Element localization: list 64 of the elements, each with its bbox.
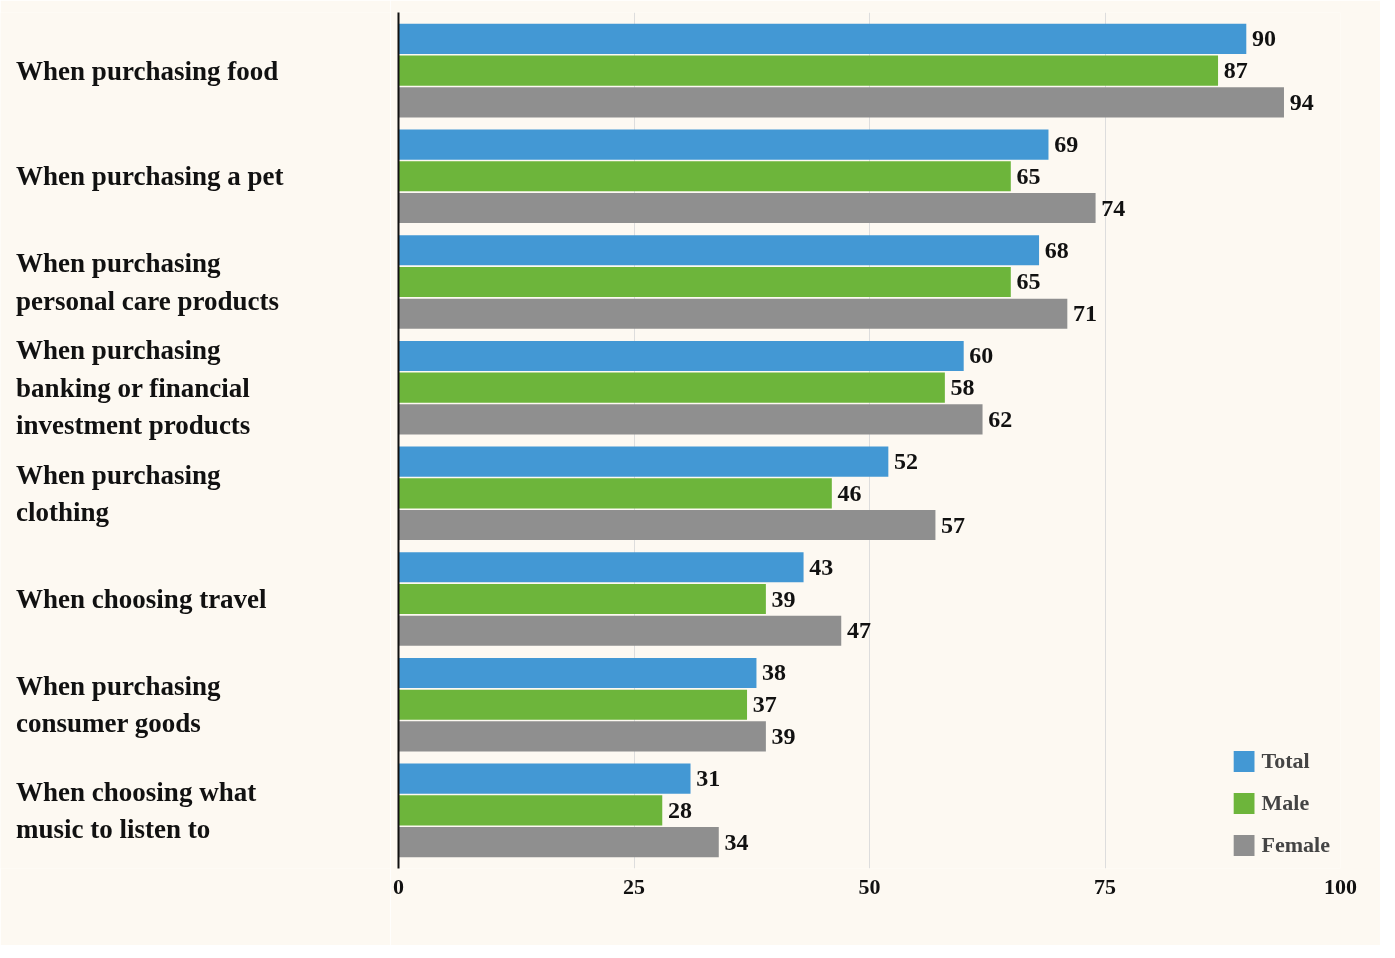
bar: [398, 23, 1247, 54]
bar: [398, 87, 1284, 118]
bar: [398, 192, 1096, 224]
x-tick-label: 25: [623, 873, 645, 899]
y-tick-label: When choosing what music to listen to: [16, 776, 257, 845]
bar: [398, 689, 748, 720]
data-label: 57: [941, 511, 966, 538]
x-tick-label: 0: [393, 873, 404, 899]
data-label: 94: [1289, 88, 1314, 115]
bar: [398, 509, 936, 541]
bar: [398, 372, 945, 403]
y-tick-label: When purchasing personal care products: [16, 248, 280, 316]
y-tick-label: When purchasing banking or financial investment products: [16, 335, 251, 441]
y-tick-label: When purchasing consumer goods: [16, 670, 221, 739]
legend-label: Female: [1261, 832, 1330, 858]
bar: [398, 657, 757, 689]
data-label: 31: [696, 765, 721, 792]
bar: [398, 404, 983, 435]
y-tick-label: When purchasing a pet: [16, 161, 284, 192]
bar: [398, 298, 1068, 329]
data-label: 60: [969, 342, 994, 369]
data-label: 74: [1101, 194, 1126, 221]
data-label: 65: [1016, 162, 1041, 189]
data-label: 62: [988, 405, 1013, 432]
data-label: 39: [771, 585, 796, 612]
bar: [398, 161, 1011, 192]
bar: [398, 795, 663, 826]
bar: [398, 266, 1011, 298]
bar: [398, 446, 889, 477]
data-label: 28: [667, 796, 692, 823]
bar: [398, 763, 691, 794]
bar: [398, 340, 964, 372]
data-label: 39: [771, 722, 796, 749]
x-tick-label: 50: [858, 873, 881, 899]
bar: [398, 129, 1049, 160]
y-tick-label: When purchasing clothing: [16, 459, 221, 528]
legend-label: Total: [1261, 748, 1310, 774]
data-label: 87: [1223, 57, 1248, 84]
data-label: 69: [1054, 131, 1079, 158]
data-label: 37: [752, 691, 777, 718]
bar: [398, 615, 842, 646]
bar: [398, 827, 719, 858]
data-label: 65: [1016, 268, 1041, 295]
data-label: 34: [724, 828, 749, 855]
bar: [398, 478, 832, 509]
data-label: 71: [1072, 300, 1097, 327]
y-tick-label: When purchasing food: [16, 55, 279, 86]
data-label: 38: [762, 659, 787, 686]
data-label: 68: [1044, 236, 1069, 263]
data-label: 46: [837, 479, 862, 506]
data-label: 58: [950, 374, 975, 401]
bar: [398, 235, 1040, 266]
legend-label: Male: [1261, 790, 1310, 816]
bar: [398, 583, 766, 615]
bar: [398, 552, 804, 583]
bar: [398, 55, 1219, 86]
data-label: 43: [809, 553, 834, 580]
data-label: 47: [846, 617, 871, 644]
data-label: 90: [1251, 25, 1276, 52]
data-label: 52: [893, 448, 918, 475]
bar: [398, 721, 766, 752]
y-tick-label: When choosing travel: [16, 584, 268, 615]
x-tick-label: 75: [1094, 873, 1116, 899]
x-tick-label: 100: [1324, 873, 1357, 899]
